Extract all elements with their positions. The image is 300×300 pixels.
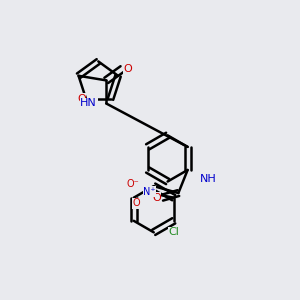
Text: Cl: Cl <box>168 227 179 237</box>
Text: O: O <box>152 193 161 203</box>
Text: HN: HN <box>80 98 97 109</box>
Text: O: O <box>77 94 86 104</box>
Text: O: O <box>124 64 133 74</box>
Text: NH: NH <box>200 174 217 184</box>
Text: O: O <box>133 199 141 208</box>
Text: O⁻: O⁻ <box>127 179 140 189</box>
Text: N⁺: N⁺ <box>143 187 156 197</box>
